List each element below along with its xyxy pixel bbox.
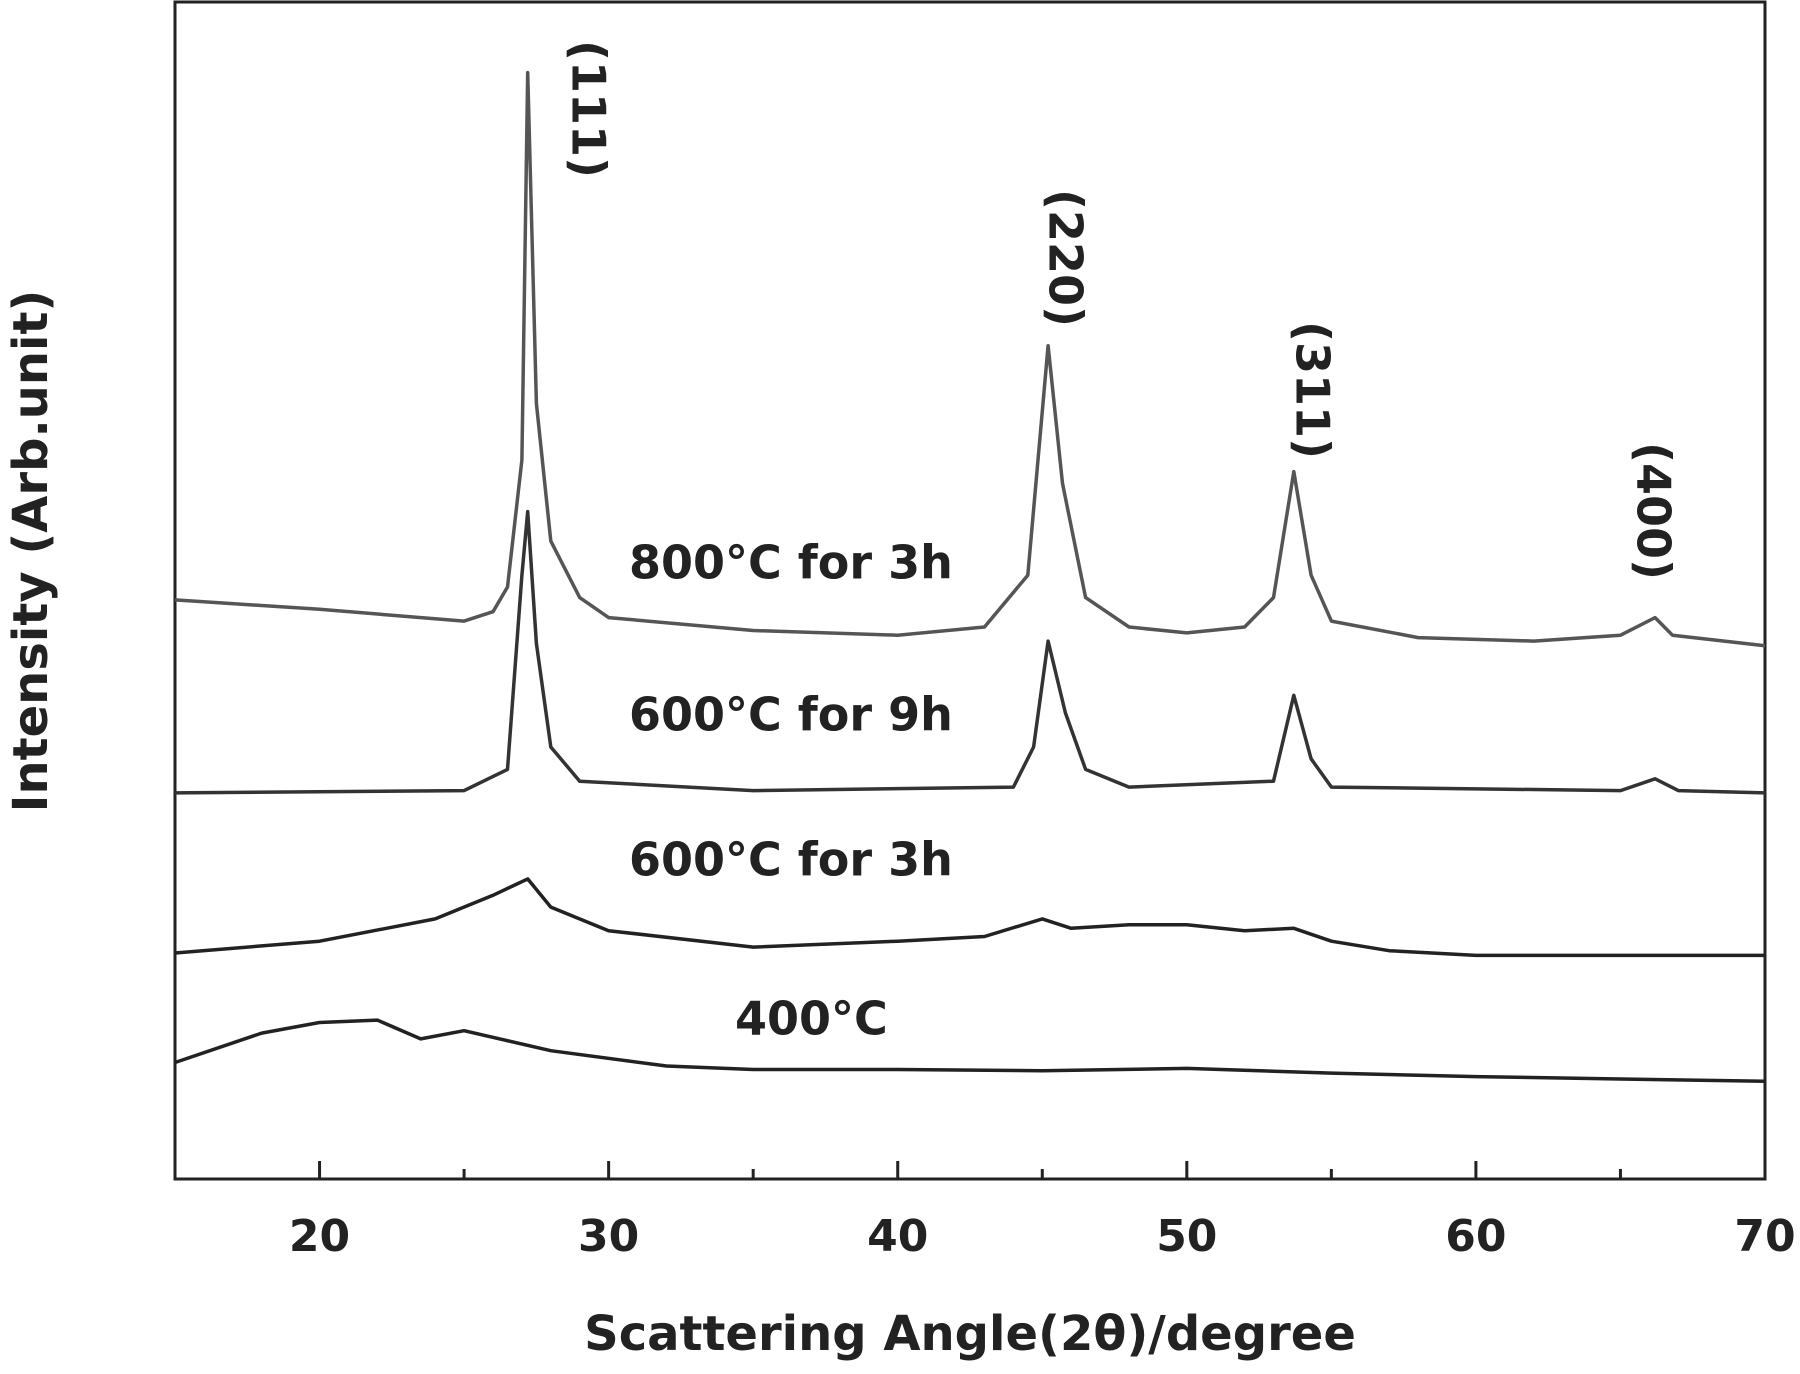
x-tick-label: 20 (289, 1211, 350, 1262)
series-label: 600°C for 3h (629, 833, 953, 887)
series-line (174, 509, 1766, 795)
x-tick-label: 60 (1445, 1211, 1506, 1262)
series-line (174, 70, 1766, 648)
x-tick-label: 50 (1156, 1211, 1217, 1262)
peak-label: (220) (1039, 189, 1093, 327)
x-tick-label: 70 (1734, 1211, 1795, 1262)
series-line (174, 877, 1765, 958)
x-tick-label: 30 (578, 1211, 639, 1262)
peak-label: (311) (1286, 321, 1340, 459)
peak-label: (111) (562, 40, 616, 178)
series-label: 400°C (735, 992, 888, 1046)
x-axis-label: Scattering Angle(2θ)/degree (584, 1306, 1356, 1362)
series-label: 800°C for 3h (629, 536, 953, 590)
peak-label: (400) (1627, 442, 1681, 580)
plot-frame (173, 0, 1767, 1181)
series-label: 600°C for 9h (629, 688, 953, 742)
series-line (174, 1018, 1766, 1084)
x-tick-label: 40 (867, 1211, 928, 1262)
y-axis-label: Intensity (Arb.unit) (3, 290, 59, 813)
